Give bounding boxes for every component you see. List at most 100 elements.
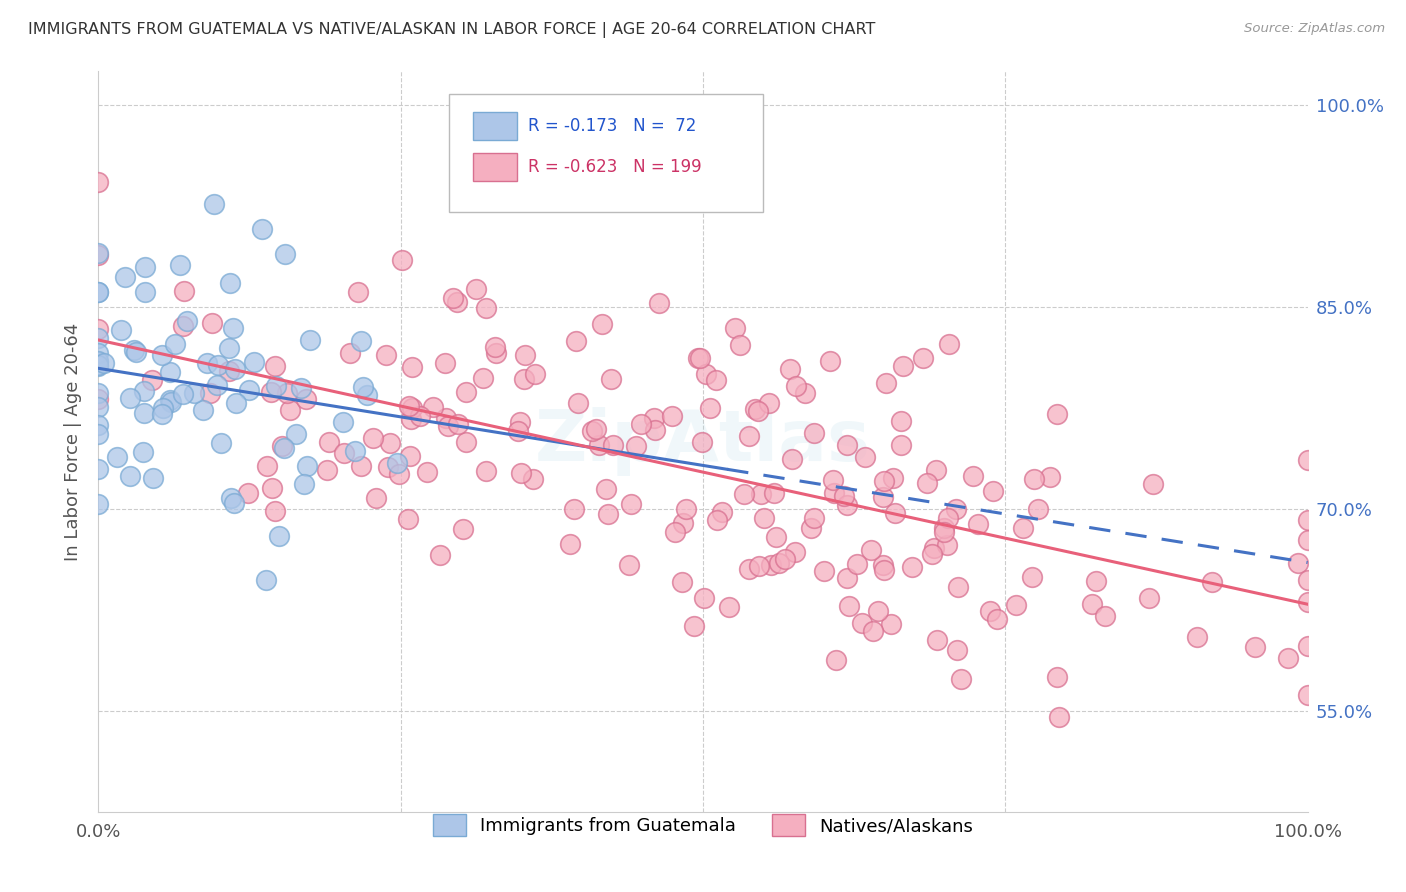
Point [927,633,949,648]
Point [950,673,973,687]
Point [832,489,855,503]
Point [176,314,198,328]
Point [875,376,897,390]
Point [436,418,458,433]
Point [773,552,796,566]
Point [132,445,155,459]
Point [87,400,110,414]
Point [125,345,148,359]
Point [1286,557,1309,571]
Point [159,395,181,409]
Point [509,466,531,480]
Point [626,439,648,453]
Point [562,502,585,516]
Text: R = -0.173   N =  72: R = -0.173 N = 72 [527,117,696,136]
Point [118,469,141,483]
Point [87,331,110,345]
Point [747,404,769,418]
Point [758,396,780,410]
Point [415,465,437,479]
Point [207,358,229,372]
Point [118,391,141,405]
Point [271,439,294,453]
Point [565,334,588,348]
Point [409,409,432,424]
Point [1137,591,1160,605]
Point [825,653,848,667]
Point [1296,453,1319,467]
Point [938,336,960,351]
Point [422,400,444,414]
Point [1047,709,1070,723]
Point [399,411,422,425]
Text: Source: ZipAtlas.com: Source: ZipAtlas.com [1244,22,1385,36]
Point [921,547,943,561]
Point [1277,651,1299,665]
Point [602,438,624,452]
Point [1296,595,1319,609]
Point [474,464,496,478]
Point [1296,533,1319,547]
Point [934,521,956,535]
Point [1021,570,1043,584]
Point [122,343,145,357]
Point [851,615,873,630]
Point [686,351,709,366]
Point [846,558,869,572]
Point [87,426,110,441]
Point [332,415,354,429]
Point [692,591,714,605]
Point [644,423,666,437]
Point [936,510,959,524]
Point [446,295,468,310]
Point [724,321,747,335]
Point [672,516,695,530]
Point [250,222,273,236]
Point [87,497,110,511]
Point [759,558,782,572]
Point [1024,472,1046,486]
Point [934,524,956,539]
Point [513,348,536,362]
Point [981,483,1004,498]
Point [967,517,990,532]
Point [1185,630,1208,644]
Point [205,378,228,392]
Point [986,612,1008,626]
Point [388,467,411,482]
Point [1296,573,1319,587]
Point [172,319,194,334]
Point [596,507,619,521]
Point [471,371,494,385]
Point [361,431,384,445]
Point [273,442,295,456]
Point [221,320,243,334]
Point [506,425,529,439]
Point [285,427,308,442]
Point [671,575,693,590]
Point [297,459,319,474]
Point [1038,470,1060,484]
Point [915,476,938,491]
Point [87,358,110,372]
Point [936,538,959,552]
Point [710,505,733,519]
Point [558,537,581,551]
Point [224,496,246,510]
Point [401,401,423,416]
Point [260,385,283,400]
Point [396,512,419,526]
Point [219,276,242,290]
Point [385,456,408,470]
Point [911,351,934,365]
Point [172,386,194,401]
Point [243,355,266,369]
Point [800,521,823,535]
Point [150,348,173,362]
Point [366,491,388,505]
Point [838,599,860,613]
Point [87,462,110,476]
Point [818,354,841,368]
Point [765,530,787,544]
Point [1005,598,1028,612]
